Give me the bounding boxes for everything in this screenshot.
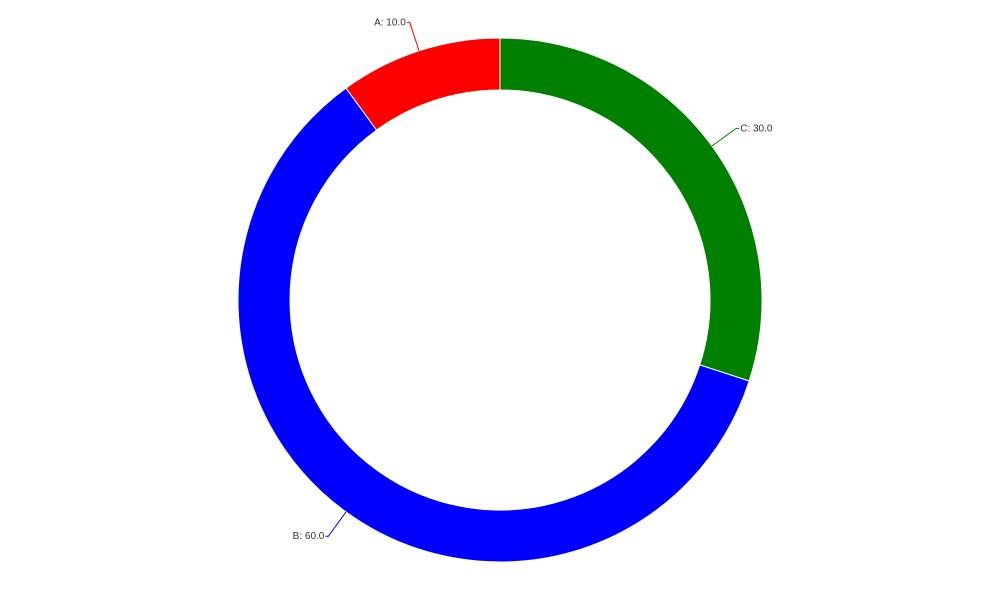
slice-A[interactable] <box>345 37 501 131</box>
slices-layer <box>237 37 763 563</box>
slice-label-A: A: 10.0 <box>374 17 406 28</box>
slice-labels-layer: C: 30.0 B: 60.0 A: 10.0 <box>293 17 773 542</box>
slice-B[interactable] <box>237 87 750 563</box>
leader-line-B <box>325 511 347 537</box>
leader-lines-layer <box>325 21 740 537</box>
slice-label-B: B: 60.0 <box>293 531 325 542</box>
slice-C[interactable] <box>499 37 763 382</box>
leader-line-A <box>406 21 420 51</box>
slice-label-C: C: 30.0 <box>740 123 773 134</box>
leader-line-C <box>711 127 740 147</box>
